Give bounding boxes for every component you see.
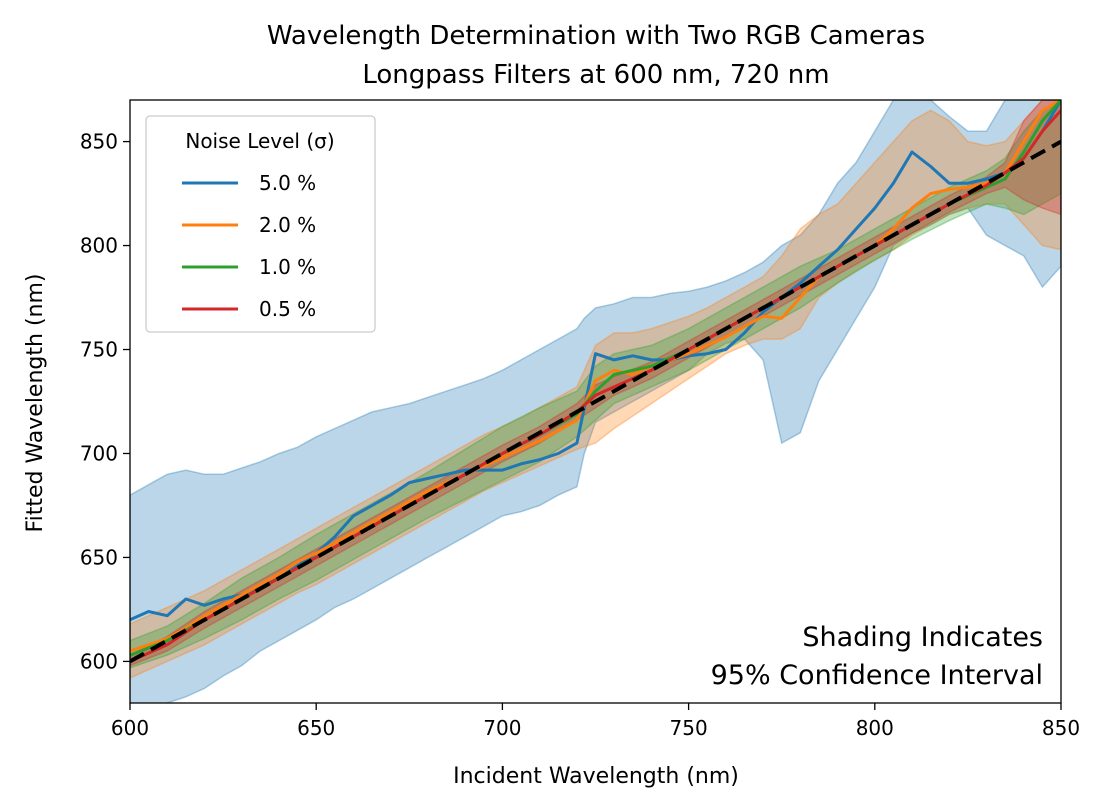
chart-subtitle: Longpass Filters at 600 nm, 720 nm [362,60,829,90]
y-tick-label: 850 [80,130,118,154]
legend-label: 5.0 % [259,171,316,195]
x-tick-label: 750 [670,716,708,740]
y-axis-label: Fitted Wavelength (nm) [23,274,48,533]
x-tick-label: 850 [1042,716,1080,740]
x-axis-ticks: 600 650 700 750 800 850 [111,703,1080,740]
x-tick-label: 700 [483,716,521,740]
x-tick-label: 800 [856,716,894,740]
annotation-line-1: Shading Indicates [802,622,1043,653]
y-axis-ticks: 600 650 700 750 800 850 [80,130,130,673]
y-tick-label: 800 [80,234,118,258]
x-tick-label: 600 [111,716,149,740]
legend-title: Noise Level (σ) [185,129,334,153]
x-axis-label: Incident Wavelength (nm) [453,764,739,789]
y-tick-label: 750 [80,338,118,362]
legend: Noise Level (σ) 5.0 % 2.0 % 1.0 % 0.5 % [145,115,376,333]
legend-label: 1.0 % [259,255,316,279]
legend-box [145,115,376,333]
plot-frame [129,99,1062,704]
y-tick-label: 650 [80,545,118,569]
legend-label: 0.5 % [259,297,316,321]
chart-title: Wavelength Determination with Two RGB Ca… [267,21,925,51]
y-tick-label: 700 [80,441,118,465]
confidence-band-3 [130,100,1061,667]
annotation-line-2: 95% Confidence Interval [711,660,1043,691]
reference-line-group [130,139,1061,664]
legend-label: 2.0 % [259,213,316,237]
y-tick-label: 600 [80,649,118,673]
reference-line [130,139,1061,664]
x-tick-label: 650 [297,716,335,740]
series-line-1 [130,100,1061,653]
